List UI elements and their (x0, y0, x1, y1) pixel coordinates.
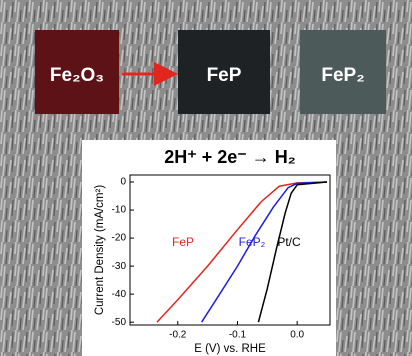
sample-label: Fe₂O₃ (50, 65, 104, 86)
y-axis-label: Current Density (mA/cm²) (94, 185, 106, 316)
sample-label: FeP₂ (321, 65, 364, 86)
y-tick-label: -50 (112, 317, 127, 328)
y-tick-label: -20 (112, 233, 127, 244)
y-tick-label: -40 (112, 289, 127, 300)
y-tick-label: -30 (112, 261, 127, 272)
sample-label: FeP (207, 65, 242, 86)
graphical-abstract: Fe₂O₃ FeP FeP₂ 2H⁺ + 2e⁻ → H₂ Current De… (0, 0, 412, 356)
series-label: Pt/C (277, 235, 301, 249)
x-tick-label: -0.2 (169, 330, 187, 341)
series-label: FeP (172, 235, 194, 249)
y-tick-label: 0 (120, 177, 126, 188)
chart-title: 2H⁺ + 2e⁻ → H₂ (164, 147, 296, 167)
x-tick-label: 0.0 (290, 330, 304, 341)
x-axis-label: E (V) vs. RHE (194, 343, 266, 355)
y-tick-label: -10 (112, 205, 127, 216)
series-label: FeP₂ (239, 235, 266, 249)
x-tick-label: -0.1 (229, 330, 247, 341)
